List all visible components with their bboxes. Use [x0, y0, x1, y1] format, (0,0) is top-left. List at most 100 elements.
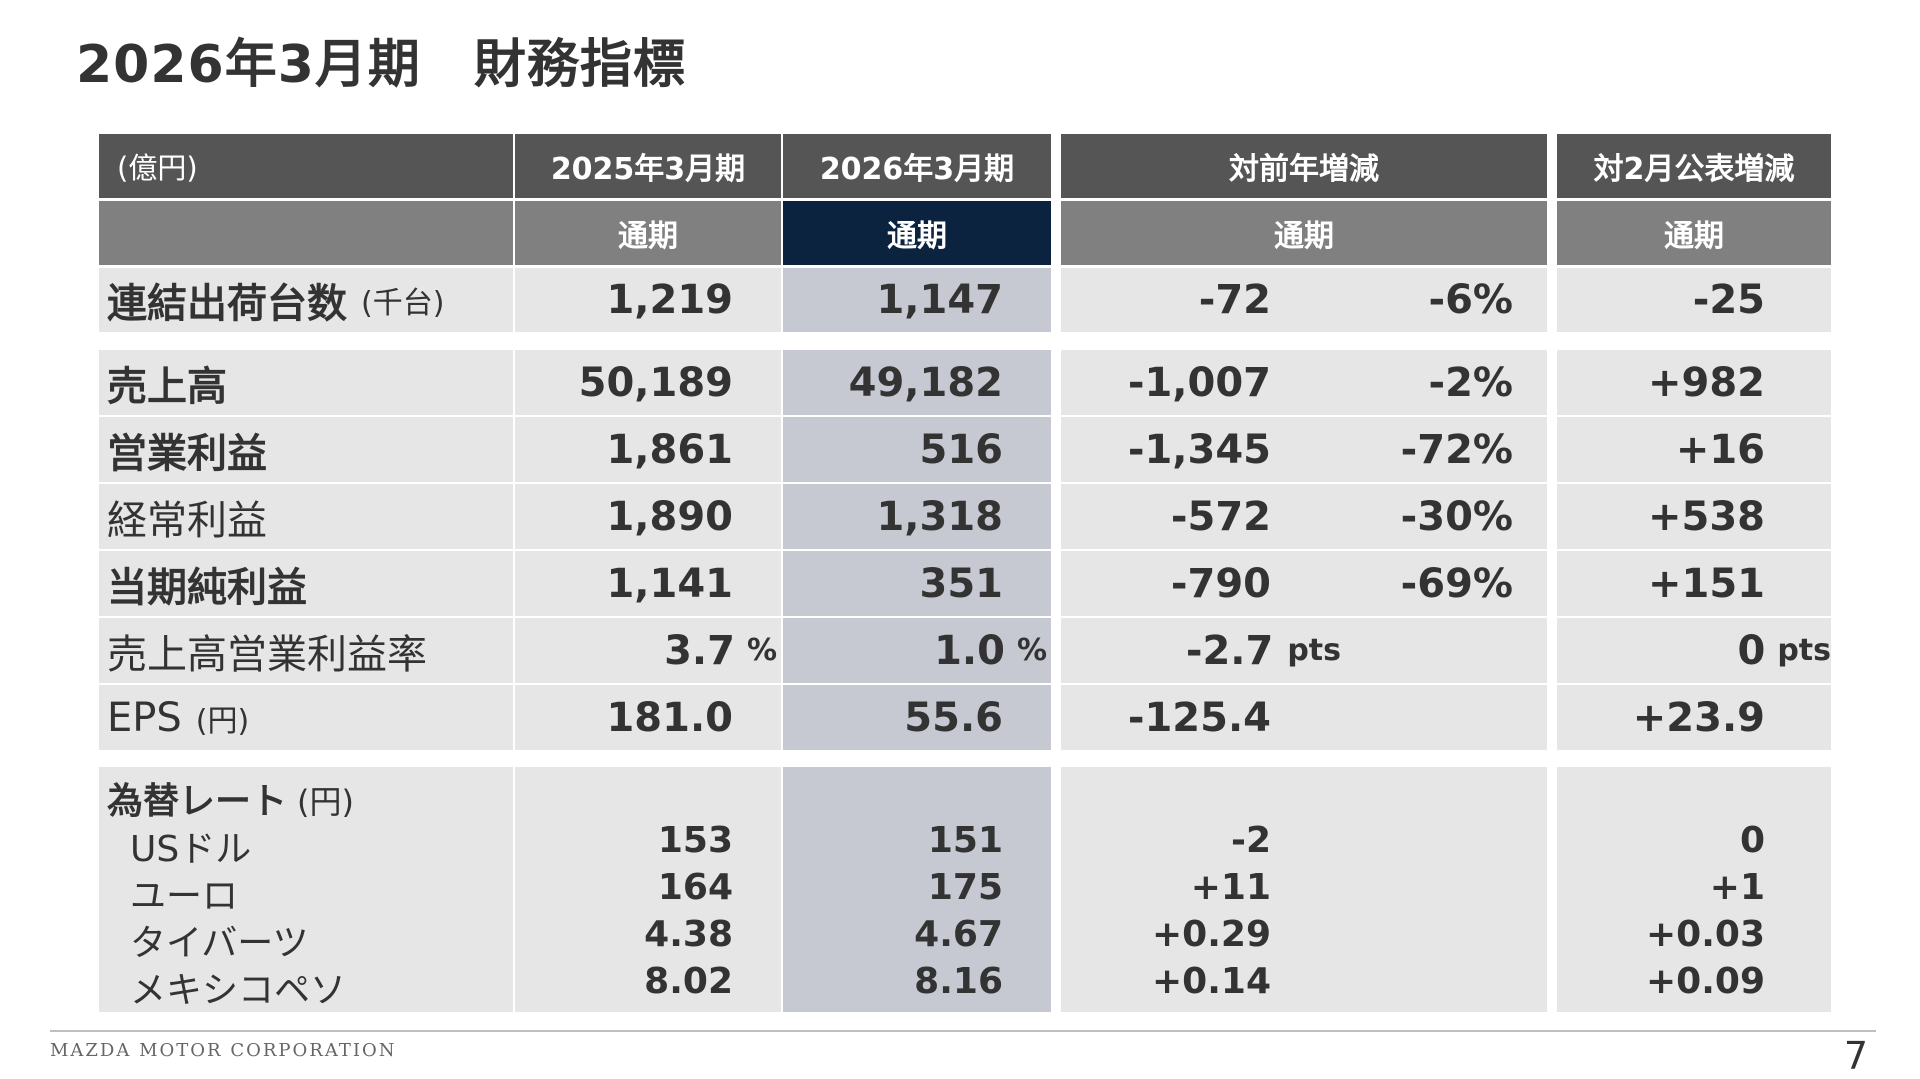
fx-yoy-cell [1061, 767, 1547, 1012]
cell-yoy: -1,345 -72% [1061, 417, 1547, 482]
page-title: 2026年3月期 財務指標 [76, 35, 686, 95]
column-header-yoy: 対前年増減 [1061, 134, 1547, 198]
fx-item-fy2026: 151 [927, 820, 1003, 861]
fx-fy2026-cell [783, 767, 1051, 1012]
fx-heading: 為替レート (円) [107, 772, 354, 824]
yoy-value: -790 [1170, 560, 1271, 607]
fx-label-cell [99, 767, 513, 1012]
unit: % [746, 633, 777, 668]
yoy-value: -572 [1170, 493, 1271, 540]
cell-yoy: -72 -6% [1061, 268, 1547, 332]
fx-item-label: ユーロ [130, 876, 239, 917]
value: 1.0 [934, 627, 1005, 674]
cell-yoy: -572 -30% [1061, 484, 1547, 549]
row-label-text: 連結出荷台数 [107, 281, 347, 327]
row-label: 売上高 [99, 350, 513, 415]
row-label: 連結出荷台数 (千台) [99, 268, 513, 332]
fx-item-label: タイバーツ [130, 923, 309, 964]
yoy-percent: -30% [1400, 493, 1513, 540]
fx-item-yoy: -2 [1231, 820, 1271, 861]
cell-fy2026: 1.0% [783, 618, 1051, 683]
fx-item-fy2026: 8.16 [914, 961, 1003, 1002]
cell-fy2026: 49,182 [783, 350, 1051, 415]
yoy-percent: -69% [1400, 560, 1513, 607]
cell-fy2026: 516 [783, 417, 1051, 482]
cell-fy2026: 1,318 [783, 484, 1051, 549]
column-header-vs-feb: 対2月公表増減 [1557, 134, 1831, 198]
fx-item-yoy: +0.14 [1152, 961, 1271, 1002]
fx-item-fy2025: 164 [657, 867, 733, 908]
fx-item-fy2026: 175 [927, 867, 1003, 908]
subheader-fy2026: 通期 [783, 201, 1051, 265]
row-label: 営業利益 [99, 417, 513, 482]
value: 3.7 [664, 627, 735, 674]
footer-divider [50, 1030, 1876, 1032]
fx-item-fy2025: 8.02 [644, 961, 733, 1002]
cell-fy2026: 1,147 [783, 268, 1051, 332]
cell-fy2026: 351 [783, 551, 1051, 616]
unit: % [1016, 633, 1047, 668]
subheader-vs-feb: 通期 [1557, 201, 1831, 265]
fx-item-label: メキシコペソ [130, 970, 347, 1011]
unit-header: (億円) [99, 134, 513, 198]
cell-yoy: -125.4 [1061, 685, 1547, 750]
yoy-value: -125.4 [1127, 694, 1271, 741]
row-label: 売上高営業利益率 [99, 618, 513, 683]
cell-vs-feb: -25 [1557, 268, 1831, 332]
row-label-unit: (千台) [361, 286, 445, 321]
row-label: 経常利益 [99, 484, 513, 549]
fx-fy2025-cell [515, 767, 781, 1012]
yoy-value: -2.7 pts [1061, 618, 1341, 683]
column-header-fy2025: 2025年3月期 [515, 134, 781, 198]
cell-yoy: -2.7 pts [1061, 618, 1547, 683]
yoy-percent: -72% [1400, 426, 1513, 473]
cell-fy2025: 181.0 [515, 685, 781, 750]
subheader-yoy: 通期 [1061, 201, 1547, 265]
fx-item-vs-feb: +0.09 [1646, 961, 1765, 1002]
unit: pts [1287, 633, 1341, 668]
fx-item-vs-feb: +1 [1709, 867, 1765, 908]
column-header-fy2026: 2026年3月期 [783, 134, 1051, 198]
subheader-fy2025: 通期 [515, 201, 781, 265]
cell-vs-feb: +23.9 [1557, 685, 1831, 750]
cell-fy2025: 1,890 [515, 484, 781, 549]
fx-item-fy2025: 153 [657, 820, 733, 861]
row-label: 当期純利益 [99, 551, 513, 616]
cell-yoy: -790 -69% [1061, 551, 1547, 616]
company-name: MAZDA MOTOR CORPORATION [50, 1040, 397, 1061]
cell-vs-feb: 0 pts [1557, 618, 1831, 683]
fx-vs-feb-cell [1557, 767, 1831, 1012]
cell-vs-feb: +982 [1557, 350, 1831, 415]
yoy-value: -1,007 [1127, 359, 1271, 406]
unit: pts [1777, 633, 1831, 668]
cell-yoy: -1,007 -2% [1061, 350, 1547, 415]
fx-item-fy2026: 4.67 [914, 914, 1003, 955]
row-label-text: EPS [107, 694, 182, 741]
value: 0 [1737, 627, 1766, 674]
cell-fy2026: 55.6 [783, 685, 1051, 750]
fx-heading-text: 為替レート [107, 781, 288, 822]
page-number: 7 [1843, 1034, 1868, 1078]
yoy-value: -1,345 [1127, 426, 1271, 473]
fx-item-yoy: +0.29 [1152, 914, 1271, 955]
cell-fy2025: 3.7% [515, 618, 781, 683]
fx-heading-unit: (円) [297, 783, 354, 821]
fx-item-vs-feb: 0 [1739, 820, 1765, 861]
cell-fy2025: 1,219 [515, 268, 781, 332]
cell-fy2025: 1,861 [515, 417, 781, 482]
fx-item-label: USドル [130, 829, 252, 870]
fx-item-fy2025: 4.38 [644, 914, 733, 955]
fx-item-yoy: +11 [1190, 867, 1271, 908]
cell-fy2025: 50,189 [515, 350, 781, 415]
cell-vs-feb: +151 [1557, 551, 1831, 616]
cell-vs-feb: +16 [1557, 417, 1831, 482]
fx-item-vs-feb: +0.03 [1646, 914, 1765, 955]
row-label-unit: (円) [195, 703, 250, 739]
cell-fy2025: 1,141 [515, 551, 781, 616]
yoy-percent: -2% [1428, 359, 1513, 406]
yoy-percent: -6% [1428, 277, 1513, 323]
value: -2.7 [1185, 627, 1274, 674]
yoy-value: -72 [1198, 277, 1271, 323]
row-label: EPS (円) [99, 685, 513, 750]
